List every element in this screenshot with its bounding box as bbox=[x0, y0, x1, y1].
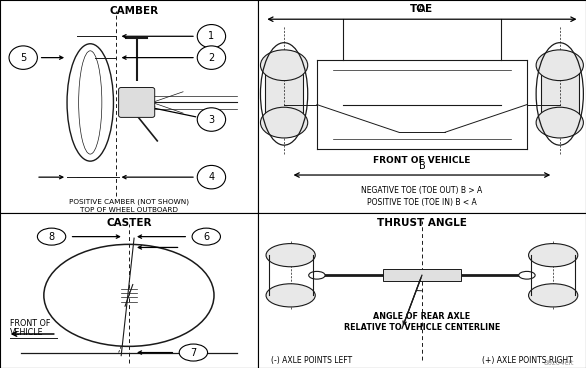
Text: 8: 8 bbox=[49, 231, 54, 242]
Text: 5: 5 bbox=[20, 53, 26, 63]
FancyBboxPatch shape bbox=[383, 269, 461, 282]
Circle shape bbox=[266, 244, 315, 267]
Text: FRONT OF VEHICLE: FRONT OF VEHICLE bbox=[373, 156, 471, 165]
Circle shape bbox=[38, 228, 66, 245]
Text: CASTER: CASTER bbox=[106, 218, 152, 228]
Circle shape bbox=[197, 46, 226, 69]
Circle shape bbox=[266, 284, 315, 307]
Circle shape bbox=[309, 271, 325, 279]
Circle shape bbox=[529, 284, 578, 307]
Text: B: B bbox=[418, 161, 425, 171]
Text: (+) AXLE POINTS RIGHT: (+) AXLE POINTS RIGHT bbox=[482, 355, 573, 365]
Circle shape bbox=[536, 107, 584, 138]
Circle shape bbox=[260, 50, 308, 81]
Circle shape bbox=[529, 244, 578, 267]
Text: TOE: TOE bbox=[410, 4, 434, 14]
Text: POSITIVE CAMBER (NOT SHOWN): POSITIVE CAMBER (NOT SHOWN) bbox=[69, 198, 189, 205]
Circle shape bbox=[197, 108, 226, 131]
Text: 3: 3 bbox=[209, 114, 214, 124]
FancyBboxPatch shape bbox=[118, 88, 155, 117]
Circle shape bbox=[260, 107, 308, 138]
Text: ANGLE OF REAR AXLE: ANGLE OF REAR AXLE bbox=[373, 312, 471, 321]
Text: VEHICLE: VEHICLE bbox=[11, 328, 44, 337]
Circle shape bbox=[197, 165, 226, 189]
Text: 2: 2 bbox=[208, 53, 214, 63]
Text: 6: 6 bbox=[203, 231, 209, 242]
Text: 80z04eit: 80z04eit bbox=[544, 360, 574, 366]
Text: (-) AXLE POINTS LEFT: (-) AXLE POINTS LEFT bbox=[271, 355, 352, 365]
Circle shape bbox=[536, 50, 584, 81]
Text: TOP OF WHEEL OUTBOARD: TOP OF WHEEL OUTBOARD bbox=[80, 206, 178, 213]
Text: THRUST ANGLE: THRUST ANGLE bbox=[377, 218, 467, 228]
Text: 1: 1 bbox=[209, 31, 214, 41]
Circle shape bbox=[192, 228, 220, 245]
Text: A: A bbox=[418, 4, 426, 14]
Text: 7: 7 bbox=[190, 347, 196, 358]
Circle shape bbox=[519, 271, 535, 279]
FancyBboxPatch shape bbox=[265, 65, 303, 123]
Text: 4: 4 bbox=[209, 172, 214, 182]
Circle shape bbox=[9, 46, 38, 69]
Text: NEGATIVE TOE (TOE OUT) B > A: NEGATIVE TOE (TOE OUT) B > A bbox=[362, 186, 482, 195]
Circle shape bbox=[179, 344, 207, 361]
FancyBboxPatch shape bbox=[541, 65, 578, 123]
Text: CAMBER: CAMBER bbox=[110, 6, 159, 17]
Text: RELATIVE TO VEHICLE CENTERLINE: RELATIVE TO VEHICLE CENTERLINE bbox=[344, 323, 500, 332]
Text: FRONT OF: FRONT OF bbox=[11, 319, 50, 328]
Circle shape bbox=[197, 25, 226, 48]
Text: POSITIVE TOE (TOE IN) B < A: POSITIVE TOE (TOE IN) B < A bbox=[367, 198, 477, 208]
